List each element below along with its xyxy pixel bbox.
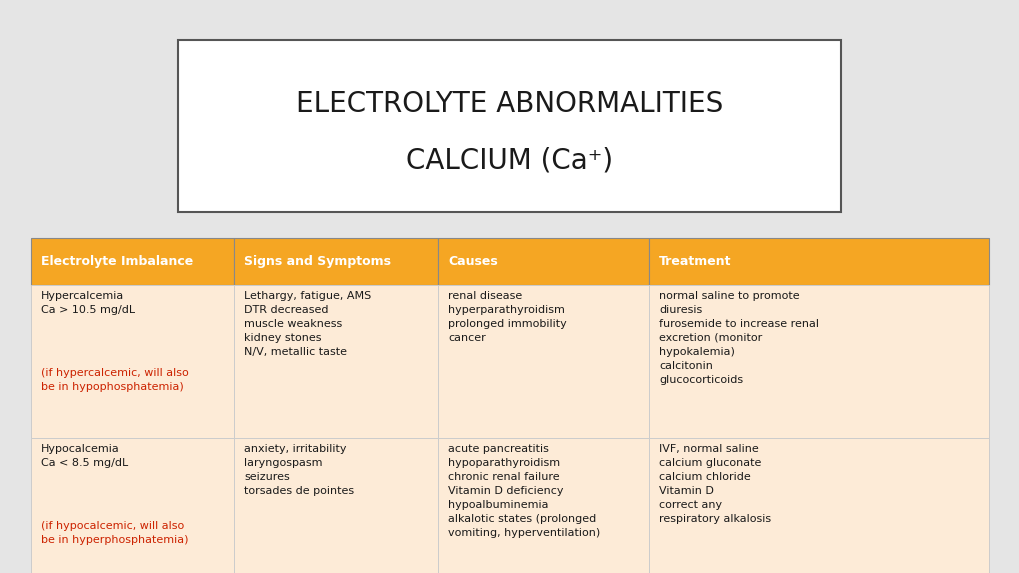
Text: (if hypocalcemic, will also
be in hyperphosphatemia): (if hypocalcemic, will also be in hyperp…: [41, 521, 189, 545]
Bar: [31, 285, 233, 438]
Text: Treatment: Treatment: [658, 255, 731, 268]
Bar: [438, 438, 648, 573]
Bar: [648, 238, 988, 285]
Text: normal saline to promote
diuresis
furosemide to increase renal
excretion (monito: normal saline to promote diuresis furose…: [658, 291, 818, 384]
Bar: [438, 285, 648, 438]
Text: Signs and Symptoms: Signs and Symptoms: [244, 255, 390, 268]
Bar: [31, 438, 233, 573]
Bar: [648, 438, 988, 573]
Text: renal disease
hyperparathyroidism
prolonged immobility
cancer: renal disease hyperparathyroidism prolon…: [448, 291, 567, 343]
Text: anxiety, irritability
laryngospasm
seizures
torsades de pointes: anxiety, irritability laryngospasm seizu…: [244, 444, 354, 496]
Bar: [31, 238, 233, 285]
Bar: [233, 438, 438, 573]
Bar: [648, 285, 988, 438]
Text: Electrolyte Imbalance: Electrolyte Imbalance: [41, 255, 193, 268]
Text: IVF, normal saline
calcium gluconate
calcium chloride
Vitamin D
correct any
resp: IVF, normal saline calcium gluconate cal…: [658, 444, 770, 524]
Text: ELECTROLYTE ABNORMALITIES: ELECTROLYTE ABNORMALITIES: [297, 90, 722, 117]
Bar: [438, 238, 648, 285]
Text: Causes: Causes: [448, 255, 497, 268]
Text: Hypocalcemia
Ca < 8.5 mg/dL: Hypocalcemia Ca < 8.5 mg/dL: [41, 444, 128, 468]
Text: Lethargy, fatigue, AMS
DTR decreased
muscle weakness
kidney stones
N/V, metallic: Lethargy, fatigue, AMS DTR decreased mus…: [244, 291, 371, 356]
Text: Hypercalcemia
Ca > 10.5 mg/dL: Hypercalcemia Ca > 10.5 mg/dL: [41, 291, 135, 315]
Bar: [178, 40, 841, 212]
Text: CALCIUM (Ca⁺): CALCIUM (Ca⁺): [406, 147, 613, 174]
Text: acute pancreatitis
hypoparathyroidism
chronic renal failure
Vitamin D deficiency: acute pancreatitis hypoparathyroidism ch…: [448, 444, 600, 538]
Bar: [233, 238, 438, 285]
Text: (if hypercalcemic, will also
be in hypophosphatemia): (if hypercalcemic, will also be in hypop…: [41, 367, 189, 391]
Bar: [233, 285, 438, 438]
